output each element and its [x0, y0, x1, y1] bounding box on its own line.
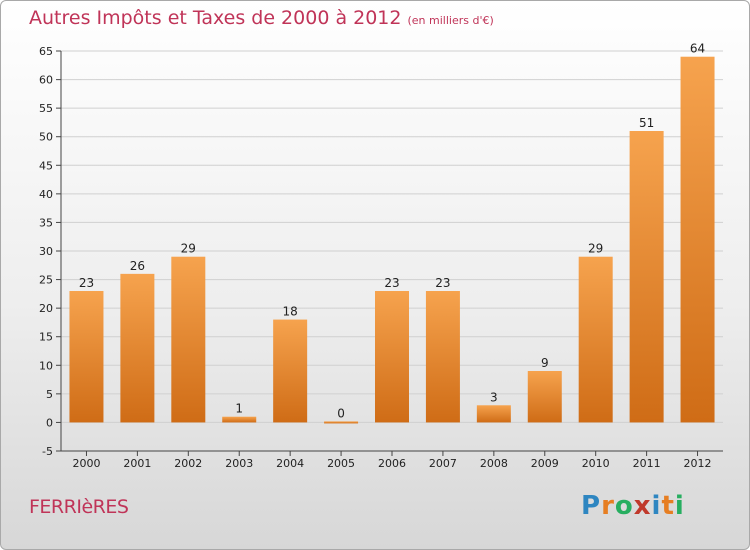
logo-letter: o: [614, 491, 634, 521]
bars: [69, 56, 715, 424]
bar-2002: [171, 256, 206, 423]
data-label-2000: 23: [79, 276, 94, 290]
bar-2010: [578, 256, 613, 423]
y-tick-label: 35: [39, 216, 53, 229]
y-tick-label: 30: [39, 245, 53, 258]
data-label-2006: 23: [384, 276, 399, 290]
logo-letter: r: [601, 491, 615, 521]
x-tick-label: 2003: [225, 457, 253, 470]
logo-letter: i: [651, 491, 662, 521]
x-tick-label: 2007: [429, 457, 457, 470]
x-tick-label: 2008: [480, 457, 508, 470]
bar-2000: [69, 291, 104, 423]
x-tick-label: 2005: [327, 457, 355, 470]
x-tick-label: 2001: [123, 457, 151, 470]
data-label-2007: 23: [435, 276, 450, 290]
logo-letter: i: [674, 491, 685, 521]
data-label-2010: 29: [588, 242, 603, 256]
bar-2005: [324, 421, 359, 424]
x-tick-label: 2011: [633, 457, 661, 470]
chart-title-unit: (en milliers d'€): [407, 14, 494, 27]
data-label-2002: 29: [181, 242, 196, 256]
x-tick-label: 2009: [531, 457, 559, 470]
data-label-2003: 1: [235, 402, 243, 416]
bar-2003: [222, 416, 257, 423]
data-label-2008: 3: [490, 390, 498, 404]
x-tick-label: 2006: [378, 457, 406, 470]
y-tick-label: 65: [39, 45, 53, 58]
x-tick-label: 2004: [276, 457, 304, 470]
data-label-2005: 0: [337, 406, 345, 420]
bar-2009: [527, 371, 562, 423]
y-tick-label: 5: [46, 388, 53, 401]
chart-title-main: Autres Impôts et Taxes de 2000 à 2012: [29, 7, 402, 29]
y-tick-label: 10: [39, 359, 53, 372]
y-tick-label: 55: [39, 102, 53, 115]
x-tick-label: 2000: [72, 457, 100, 470]
data-label-2011: 51: [639, 116, 654, 130]
y-tick-label: 60: [39, 74, 53, 87]
data-label-2009: 9: [541, 356, 549, 370]
y-tick-label: 25: [39, 274, 53, 287]
bar-2012: [680, 56, 715, 423]
y-tick-label: 40: [39, 188, 53, 201]
proxiti-logo[interactable]: Proxiti: [581, 491, 685, 521]
data-label-2001: 26: [130, 259, 145, 273]
y-tick-label: -5: [42, 445, 53, 458]
y-tick-label: 50: [39, 131, 53, 144]
bar-2011: [629, 131, 664, 423]
chart-title: Autres Impôts et Taxes de 2000 à 2012 (en…: [29, 7, 494, 29]
bar-2006: [375, 291, 409, 423]
data-label-2004: 18: [283, 305, 298, 319]
bar-2004: [273, 319, 308, 423]
x-tick-label: 2012: [684, 457, 712, 470]
logo-letter: x: [633, 491, 652, 521]
data-label-2012: 64: [690, 42, 705, 56]
x-tick-label: 2002: [174, 457, 202, 470]
bar-2008: [476, 405, 511, 423]
y-tick-label: 20: [39, 302, 53, 315]
y-tick-label: 15: [39, 331, 53, 344]
y-tick-label: 45: [39, 159, 53, 172]
x-tick-label: 2010: [582, 457, 610, 470]
bar-2001: [120, 273, 155, 423]
town-name: FERRIèRES: [29, 496, 129, 518]
logo-letter: P: [581, 491, 602, 521]
labels: 23 26 29 1 18 0 23 23 3 9 29 51 64: [79, 42, 705, 421]
bar-2007: [425, 291, 460, 423]
logo-letter: t: [661, 491, 675, 521]
y-tick-label: 0: [46, 416, 53, 429]
